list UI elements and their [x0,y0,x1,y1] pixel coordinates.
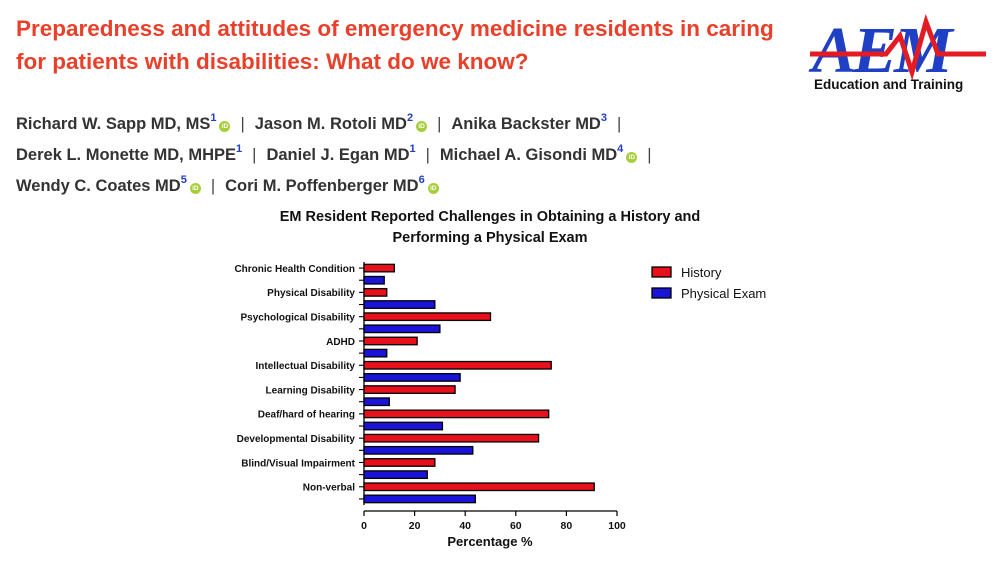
bar-physical-exam [363,373,461,382]
category-label: Developmental Disability [237,434,356,445]
author-text: Jason M. Rotoli MD [254,114,407,133]
affiliation-number: 4 [617,143,624,155]
bar-history [363,312,492,322]
x-axis-label: Percentage % [447,534,533,549]
category-label: Psychological Disability [241,312,356,323]
bar-history [363,433,540,443]
affiliation-number: 1 [409,143,416,155]
paper-title: Preparedness and attitudes of emergency … [16,16,774,74]
author-separator: | [647,145,652,164]
bar-history [363,458,436,467]
orcid-icon[interactable]: iD [416,120,428,132]
aem-logo-text: AEM [808,14,955,87]
bar-physical-exam [363,470,428,480]
category-label: Learning Disability [266,385,356,396]
plot-area: 0 20 40 60 80 100 Chronic Health Condition Phys… [234,262,626,532]
bar-physical-exam [363,275,385,285]
author-list: Richard W. Sapp MD, MS1iD | Jason M. Rotol… [16,106,776,199]
author-line: Richard W. Sapp MD, MS1iD | Jason M. Rotol… [16,106,776,137]
bar-physical-exam [363,445,474,455]
bar-history [363,263,396,273]
x-tick-label: 40 [459,520,471,532]
author-name: Cori M. Poffenberger MD6iD [225,174,439,195]
x-tick-label: 100 [608,520,626,532]
affiliation-number: 1 [236,143,243,155]
author-name: Jason M. Rotoli MD2iD [254,112,428,133]
affiliation-number: 6 [418,174,425,186]
author-line: Derek L. Monette MD, MHPE1 | Daniel J. Ega… [16,137,776,168]
orcid-icon[interactable]: iD [189,182,201,194]
journal-subtitle: Education and Training [814,77,964,92]
bar-physical-exam [363,348,388,358]
orcid-icon[interactable]: iD [427,182,439,194]
aem-logo-graphic: AEM [808,14,986,87]
heartbeat-line-icon [810,14,986,81]
author-separator: | [210,176,216,195]
author-text: Anika Backster MD [451,114,601,133]
affiliation-number: 1 [210,112,217,124]
x-tick-label: 0 [361,520,367,532]
category-label: Intellectual Disability [256,361,356,372]
chart-title-line-1: EM Resident Reported Challenges in Obtai… [280,209,701,225]
x-tick-label: 60 [510,520,522,532]
bar-history [363,409,550,419]
author-text: Daniel J. Egan MD [266,145,410,164]
author-separator: | [437,114,442,133]
category-label: Chronic Health Condition [234,264,355,275]
legend-swatch [651,266,672,278]
author-separator: | [425,145,430,164]
legend: History Physical Exam [651,265,766,301]
category-label: Blind/Visual Impairment [241,458,355,469]
chart-title-line-2: Performing a Physical Exam [392,230,587,246]
bar-physical-exam [363,421,444,431]
author-name: Wendy C. Coates MD5iD [16,174,201,195]
category-label: ADHD [326,337,355,348]
author-text: Michael A. Gisondi MD [439,145,618,164]
author-name: Michael A. Gisondi MD4iD [439,143,638,164]
orcid-icon[interactable]: iD [626,151,638,163]
category-label: Physical Disability [267,288,355,299]
author-text: Derek L. Monette MD, MHPE [16,145,237,164]
author-text: Richard W. Sapp MD, MS [16,114,211,133]
bar-physical-exam [363,324,441,334]
legend-label: History [681,265,722,280]
bar-history [363,336,418,346]
author-text: Wendy C. Coates MD [16,176,181,195]
author-name: Richard W. Sapp MD, MS1iD [16,112,231,133]
bar-physical-exam [363,494,476,504]
author-name: Daniel J. Egan MD1 [266,143,416,164]
author-line: Wendy C. Coates MD5iD | Cori M. Poffenberg… [16,168,776,199]
x-tick-label: 80 [561,520,573,532]
bar-physical-exam [363,397,390,407]
category-label: Deaf/hard of hearing [258,410,355,421]
author-text: Cori M. Poffenberger MD [225,176,419,195]
orcid-icon[interactable]: iD [219,120,231,132]
legend-swatch [651,287,672,299]
bar-history [363,385,456,394]
author-separator: | [240,114,245,133]
affiliation-number: 5 [180,174,187,186]
author-separator: | [616,114,622,133]
bar-physical-exam [363,300,436,309]
author-name: Derek L. Monette MD, MHPE1 [16,143,243,164]
legend-label: Physical Exam [681,286,766,301]
bar-history [363,287,388,297]
affiliation-number: 2 [406,112,414,124]
author-name: Anika Backster MD3 [451,112,607,133]
affiliation-number: 3 [600,112,607,124]
bar-history [363,482,595,492]
author-separator: | [252,145,257,164]
category-label: Non-verbal [303,483,355,494]
bar-history [363,360,552,370]
x-tick-label: 20 [409,520,421,532]
